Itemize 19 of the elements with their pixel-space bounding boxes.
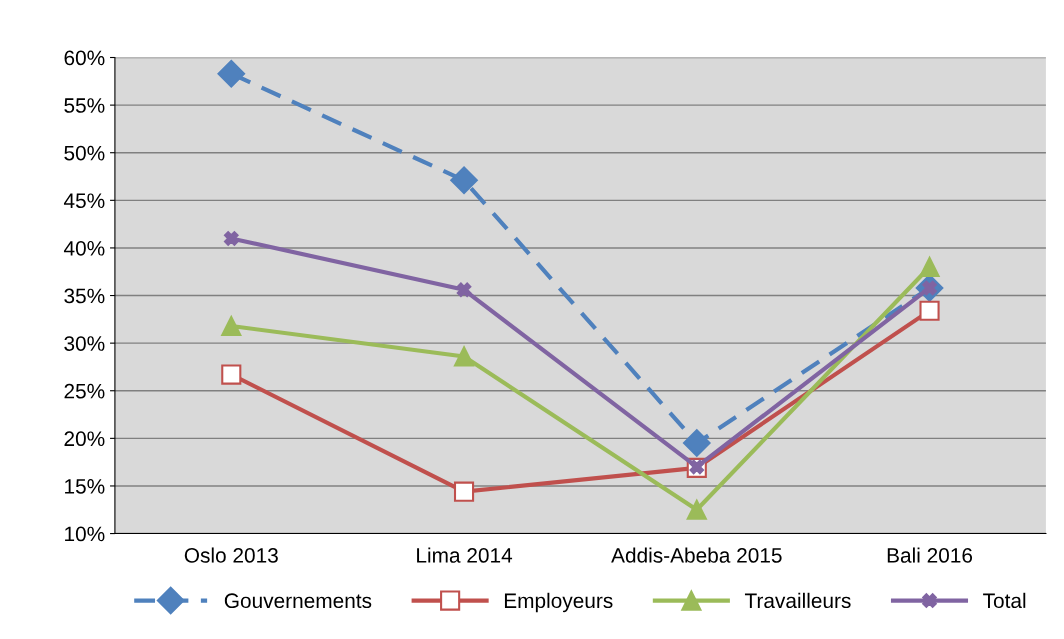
x-tick-label: Addis-Abeba 2015 bbox=[611, 547, 782, 563]
y-tick-label: 35% bbox=[64, 288, 105, 304]
y-tick-label: 15% bbox=[65, 479, 105, 494]
y-tick-label: 45% bbox=[63, 193, 105, 209]
y-tick-label: 25% bbox=[64, 383, 105, 399]
y-tick-label: 20% bbox=[64, 431, 105, 447]
y-tick-label: 10% bbox=[65, 526, 105, 542]
legend-label: Travailleurs bbox=[744, 592, 851, 609]
x-tick-label: Lima 2014 bbox=[417, 547, 513, 563]
y-tick-label: 60% bbox=[64, 50, 105, 66]
y-tick-label: 55% bbox=[64, 98, 105, 113]
y-tick-label: 30% bbox=[64, 336, 105, 351]
x-tick-label: Bali 2016 bbox=[887, 547, 973, 563]
legend-label: Total bbox=[983, 592, 1026, 609]
legend-label: Employeurs bbox=[504, 592, 613, 613]
y-tick-label: 40% bbox=[63, 240, 105, 256]
y-tick-label: 50% bbox=[64, 145, 105, 161]
x-tick-label: Oslo 2013 bbox=[184, 547, 278, 563]
legend-label: Gouvernements bbox=[224, 593, 372, 609]
